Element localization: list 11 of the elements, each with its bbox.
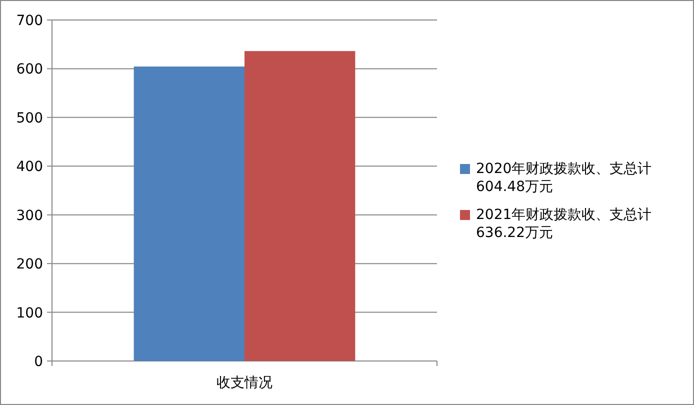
y-tick-label: 700 bbox=[16, 13, 43, 29]
y-tick-label: 400 bbox=[16, 159, 43, 176]
legend-label: 2021年财政拨款收、支总计636.22万元 bbox=[476, 206, 653, 242]
y-tick-label: 300 bbox=[16, 208, 43, 224]
legend-label: 2020年财政拨款收、支总计604.48万元 bbox=[476, 160, 653, 196]
y-tick-label: 0 bbox=[34, 354, 43, 370]
y-tick-label: 600 bbox=[16, 62, 43, 78]
y-tick-label: 500 bbox=[16, 110, 43, 126]
y-tick-label: 100 bbox=[16, 305, 43, 322]
y-tick-label: 200 bbox=[16, 256, 43, 273]
x-tick-label: 收支情况 bbox=[216, 375, 272, 391]
